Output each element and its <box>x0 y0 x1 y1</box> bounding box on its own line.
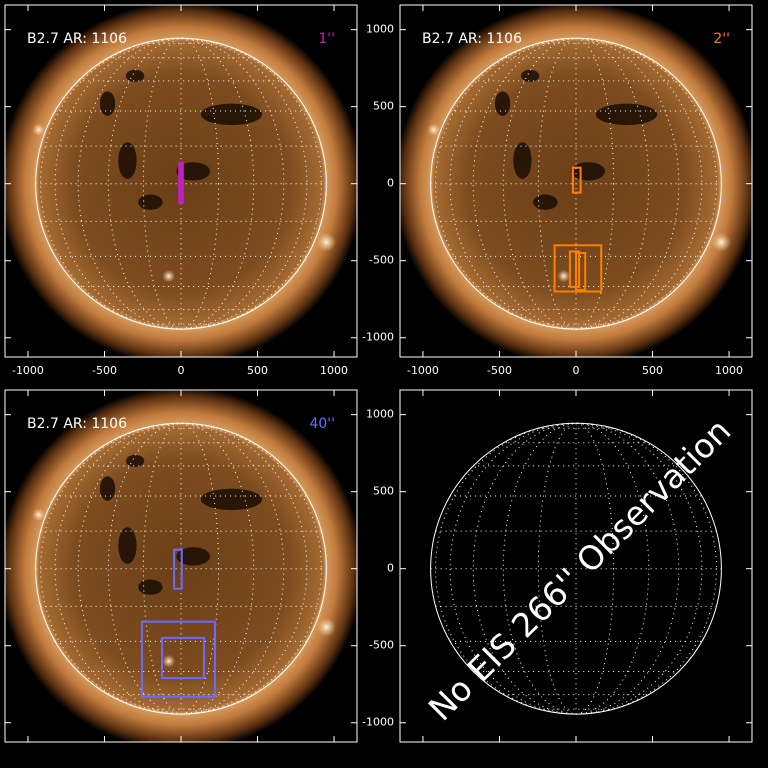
x-tick-label: 0 <box>178 364 185 377</box>
longitude-line <box>472 422 680 715</box>
coronal-hole <box>125 69 145 82</box>
longitude-line <box>40 422 322 715</box>
y-tick-label: -1000 <box>362 716 394 729</box>
coronal-hole <box>513 142 532 179</box>
coronal-hole <box>138 194 163 210</box>
coronal-hole <box>99 91 116 116</box>
longitude-line <box>537 422 615 715</box>
bright-region <box>32 123 46 137</box>
x-tick-label: -1000 <box>407 364 439 377</box>
plot-area <box>5 390 357 742</box>
y-tick-label: 0 <box>387 177 394 190</box>
bright-region <box>316 232 337 252</box>
eis-raster <box>140 620 216 698</box>
coronal-hole <box>99 476 116 501</box>
bright-region <box>427 123 441 137</box>
coronal-hole <box>533 194 558 210</box>
panel-label: B2.7 AR: 1106 <box>27 31 127 47</box>
eis-raster <box>161 636 205 680</box>
coronal-hole <box>200 488 263 511</box>
plot-area <box>5 5 357 357</box>
longitude-line <box>77 37 285 330</box>
panel: -1000 -500 0 500 1000 -1000 -500 0 500 1000 B2.7 A… <box>362 4 753 377</box>
coronal-hole <box>118 142 137 179</box>
coronal-hole <box>520 69 540 82</box>
resolution-label: 1'' <box>318 31 335 47</box>
longitude-line <box>142 37 220 330</box>
coronal-hole <box>595 103 658 126</box>
x-tick-label: 500 <box>247 364 268 377</box>
eis-raster <box>553 244 603 293</box>
eis-raster <box>571 166 582 194</box>
resolution-label: 40'' <box>309 416 335 432</box>
x-tick-label: -500 <box>92 364 117 377</box>
y-tick-label: -500 <box>369 254 394 267</box>
eis-raster <box>173 548 183 590</box>
bright-region <box>557 269 571 283</box>
coronal-hole <box>118 527 137 564</box>
panel-label: B2.7 AR: 1106 <box>27 416 127 432</box>
sun <box>400 5 752 357</box>
coronal-hole <box>200 103 263 126</box>
x-tick-label: 500 <box>642 364 663 377</box>
y-tick-label: 1000 <box>366 408 394 421</box>
y-tick-label: 1000 <box>366 23 394 36</box>
bright-region <box>162 654 176 668</box>
bright-region <box>32 508 46 522</box>
coronal-hole <box>494 91 511 116</box>
eis-raster <box>568 250 581 288</box>
longitude-line <box>449 422 703 715</box>
longitude-line <box>77 422 285 715</box>
longitude-line <box>472 37 680 330</box>
y-tick-label: -1000 <box>362 331 394 344</box>
y-tick-label: -500 <box>369 639 394 652</box>
resolution-label: 2'' <box>713 31 730 47</box>
longitude-line <box>54 37 308 330</box>
x-tick-label: 1000 <box>320 364 348 377</box>
longitude-line <box>40 37 322 330</box>
x-tick-label: -1000 <box>12 364 44 377</box>
panel-label: B2.7 AR: 1106 <box>422 31 522 47</box>
longitude-line <box>449 37 703 330</box>
plot-area <box>400 5 752 357</box>
x-tick-label: 1000 <box>715 364 743 377</box>
eis-raster <box>178 161 184 204</box>
coronal-hole <box>571 162 606 181</box>
longitude-line <box>537 37 615 330</box>
coronal-hole <box>176 547 211 566</box>
x-tick-label: -500 <box>487 364 512 377</box>
x-tick-label: 0 <box>573 364 580 377</box>
panel: -1000 -500 0 500 1000 B2.7 AR: 1106 1'' <box>4 4 358 377</box>
coronal-hole <box>176 162 211 181</box>
coronal-hole <box>138 579 163 595</box>
longitude-line <box>54 422 308 715</box>
y-tick-label: 0 <box>387 562 394 575</box>
bright-region <box>162 269 176 283</box>
longitude-line <box>142 422 220 715</box>
plot-area <box>430 422 722 715</box>
y-tick-label: 500 <box>373 485 394 498</box>
longitude-line <box>435 422 717 715</box>
panel: B2.7 AR: 1106 40'' <box>4 389 358 743</box>
coronal-hole <box>125 454 145 467</box>
y-tick-label: 500 <box>373 100 394 113</box>
eis-raster <box>575 252 587 291</box>
bright-region <box>316 617 337 637</box>
bright-region <box>711 232 732 252</box>
